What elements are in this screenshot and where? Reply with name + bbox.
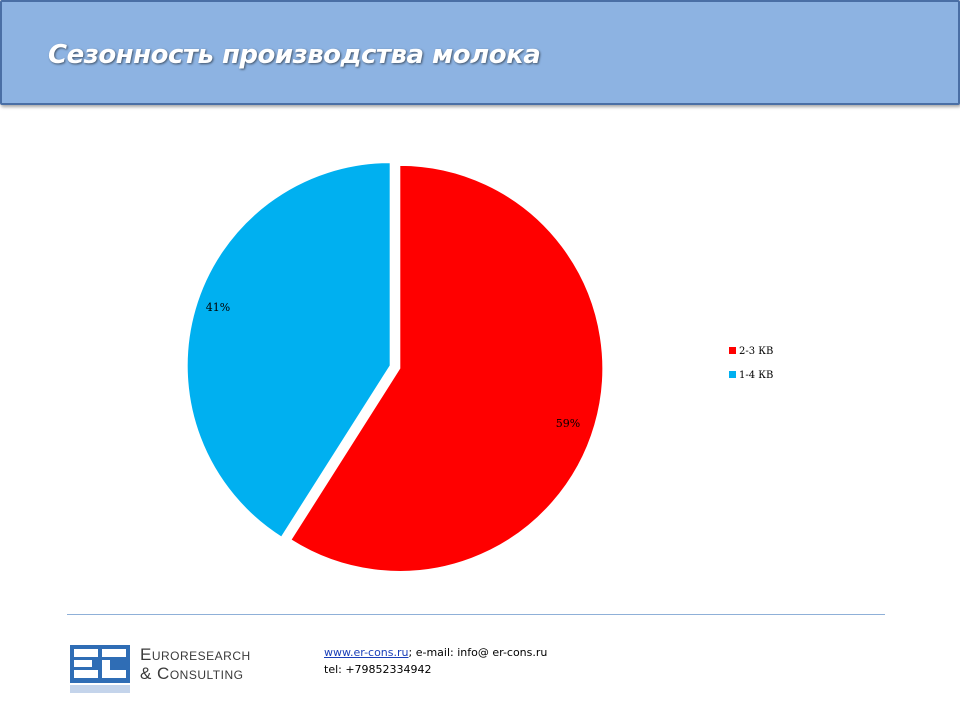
slice-value-label-1: 59% <box>556 417 580 430</box>
footer-divider <box>67 614 885 615</box>
legend-label-1: 2-3 КВ <box>739 346 773 357</box>
slice-value-label-2: 41% <box>206 301 230 314</box>
contact-info: www.er-cons.ru; e-mail: info@ er-cons.ru… <box>324 644 547 678</box>
legend-label-2: 1-4 КВ <box>739 370 773 381</box>
website-link[interactable]: www.er-cons.ru <box>324 646 409 659</box>
company-name-line1: Euroresearch <box>140 645 251 664</box>
pie-slice-2 <box>186 162 391 538</box>
legend-swatch-1 <box>729 347 736 354</box>
pie-slice-1 <box>290 164 604 572</box>
company-name: Euroresearch & Consulting <box>140 645 251 683</box>
legend-swatch-2 <box>729 371 736 378</box>
header-banner: Сезонность производства молока <box>0 0 960 105</box>
page-title: Сезонность производства молока <box>48 40 541 70</box>
phone-text: tel: +79852334942 <box>324 663 432 676</box>
company-logo <box>70 645 130 693</box>
email-text: ; e-mail: info@ er-cons.ru <box>408 646 548 659</box>
company-name-line2: & Consulting <box>140 664 244 683</box>
